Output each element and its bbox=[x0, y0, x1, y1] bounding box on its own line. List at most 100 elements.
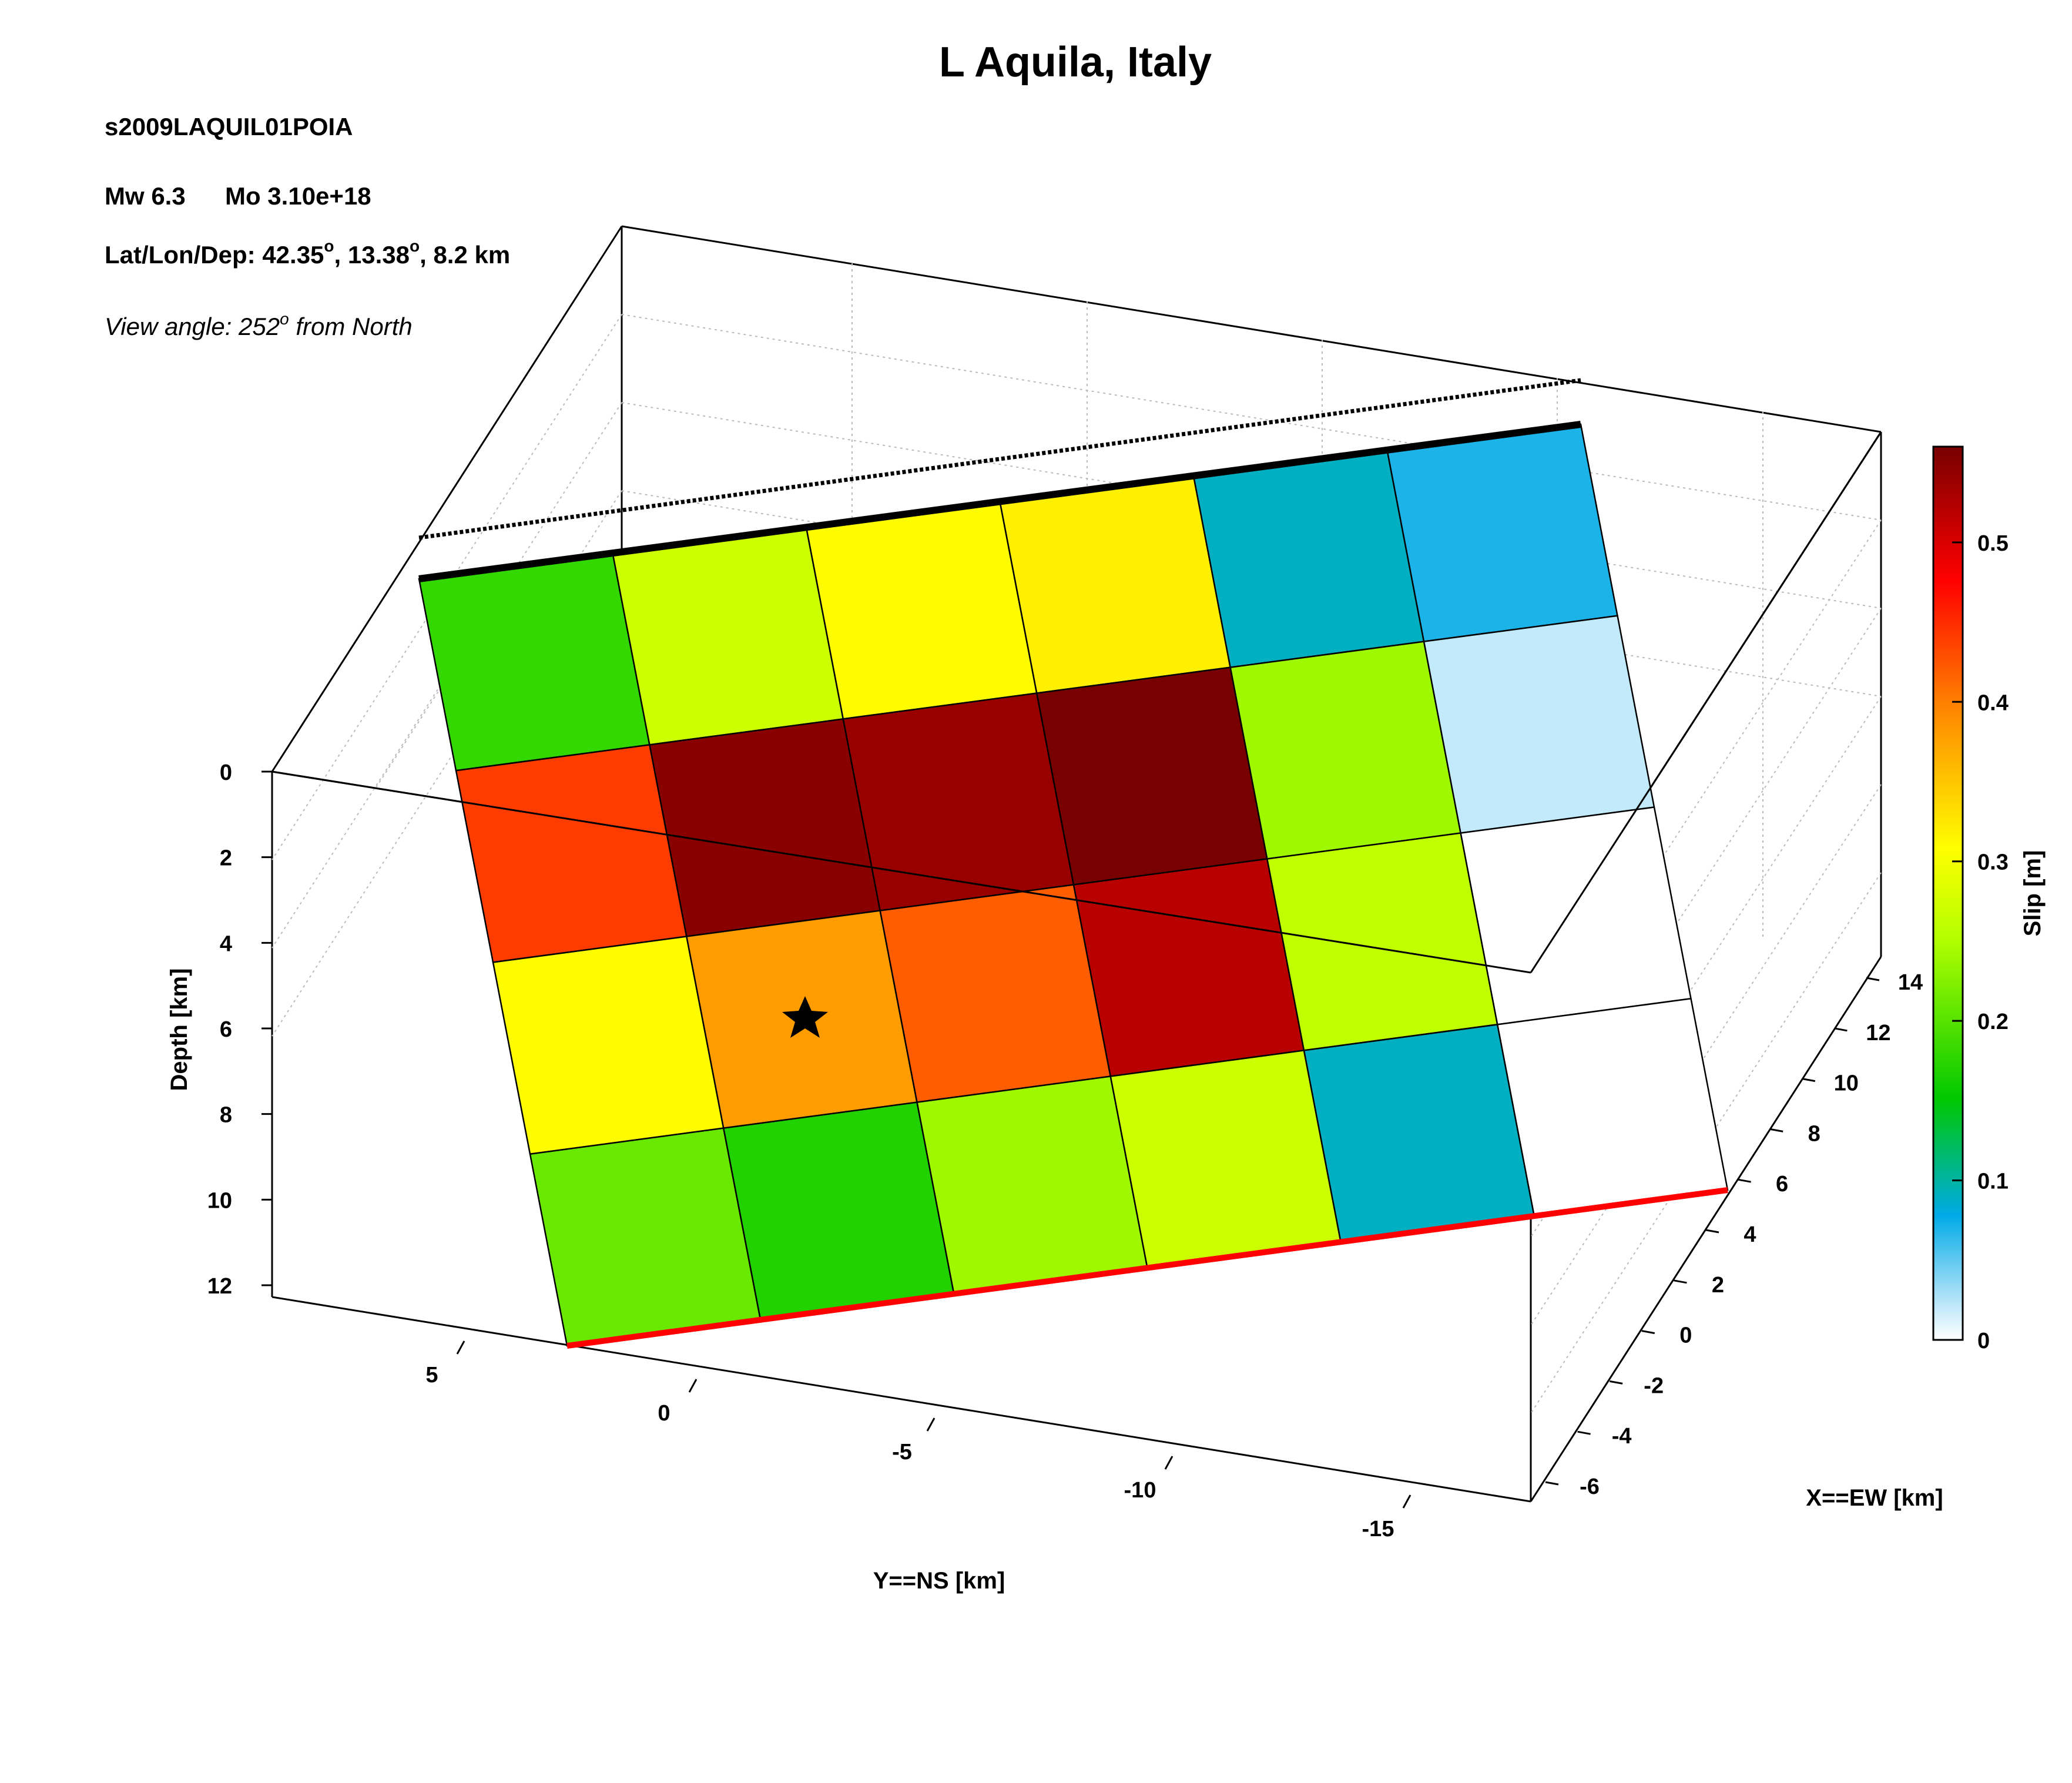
ew-tick-label: -4 bbox=[1612, 1424, 1632, 1449]
ew-tick-label: -6 bbox=[1580, 1474, 1600, 1499]
fault-cell bbox=[1072, 858, 1305, 1077]
lon-degree: o bbox=[410, 237, 420, 255]
ns-axis-label: Y==NS [km] bbox=[873, 1568, 1005, 1594]
fault-cell bbox=[612, 526, 844, 746]
seismic-moment: Mo 3.10e+18 bbox=[225, 182, 371, 210]
fault-cell bbox=[418, 552, 651, 772]
location-sep-2: , bbox=[420, 241, 433, 269]
fault-bottom-edge bbox=[566, 1187, 1728, 1349]
location-line: Lat/Lon/Dep: 42.35o, 13.38o, 8.2 km bbox=[105, 237, 510, 269]
front-box-lines bbox=[271, 431, 1882, 974]
box-edge bbox=[1530, 956, 1882, 1502]
fault-cell bbox=[529, 1127, 762, 1347]
ns-tick-mark bbox=[456, 1340, 465, 1355]
view-angle-prefix: View angle: 252 bbox=[105, 313, 280, 340]
depth-axis-label: Depth [km] bbox=[166, 968, 192, 1091]
ew-axis-label: X==EW [km] bbox=[1806, 1485, 1943, 1511]
ns-tick-mark bbox=[688, 1379, 698, 1393]
fault-cell bbox=[879, 884, 1112, 1103]
ew-tick-mark bbox=[1834, 1027, 1848, 1032]
fault-cell bbox=[805, 501, 1038, 720]
colorbar-tick-label: 0.1 bbox=[1977, 1169, 2009, 1194]
box-edge bbox=[621, 225, 1882, 433]
fault-cell bbox=[842, 692, 1075, 911]
view-angle: View angle: 252o from North bbox=[105, 310, 413, 340]
depth-tick-label: 8 bbox=[220, 1103, 232, 1128]
ew-axis-ticks: -6 -4 -2 02 46 8 10 12 14 bbox=[1545, 970, 1923, 1499]
ew-tick-mark bbox=[1738, 1178, 1751, 1183]
ew-tick-label: 4 bbox=[1744, 1222, 1756, 1247]
ew-tick-mark bbox=[1609, 1380, 1623, 1385]
location-dep: 8.2 km bbox=[433, 241, 510, 269]
event-id: s2009LAQUIL01POIA bbox=[105, 113, 353, 140]
fault-plane bbox=[418, 423, 1729, 1347]
depth-tick-label: 0 bbox=[220, 760, 232, 785]
ew-tick-mark bbox=[1802, 1078, 1816, 1082]
ew-tick-mark bbox=[1545, 1481, 1559, 1486]
hypocenter-star-icon bbox=[782, 996, 828, 1038]
depth-tick-label: 12 bbox=[207, 1274, 232, 1299]
location-lat: 42.35 bbox=[262, 241, 324, 269]
fault-cell bbox=[1460, 806, 1692, 1025]
location-prefix: Lat/Lon/Dep: bbox=[105, 241, 262, 269]
ew-tick-mark bbox=[1705, 1229, 1719, 1234]
ew-tick-label: 2 bbox=[1712, 1273, 1724, 1298]
fault-cell bbox=[1303, 1023, 1535, 1243]
ns-tick-label: -15 bbox=[1362, 1517, 1394, 1541]
fault-cell bbox=[1035, 666, 1268, 886]
fault-cell bbox=[1386, 423, 1618, 643]
colorbar-tick-label: 0.5 bbox=[1977, 531, 2009, 556]
surface-projection bbox=[418, 378, 1581, 540]
ew-tick-label: 6 bbox=[1776, 1172, 1788, 1197]
box-edge bbox=[271, 226, 623, 772]
fault-cell bbox=[999, 475, 1232, 694]
view-angle-suffix: from North bbox=[289, 313, 413, 340]
colorbar-tick-label: 0.4 bbox=[1977, 691, 2009, 715]
fault-cell bbox=[492, 936, 725, 1155]
ns-axis-ticks: 5 0 -5 -10 -15 bbox=[425, 1340, 1411, 1541]
colorbar bbox=[1932, 445, 1964, 1341]
ew-tick-mark bbox=[1866, 977, 1880, 981]
ns-tick-mark bbox=[1402, 1494, 1411, 1509]
ns-tick-label: 5 bbox=[425, 1363, 438, 1387]
ns-tick-label: -10 bbox=[1124, 1478, 1156, 1503]
fault-cell bbox=[1229, 641, 1462, 860]
view-angle-degree: o bbox=[280, 310, 289, 328]
ew-tick-mark bbox=[1641, 1330, 1655, 1335]
colorbar-ticks: 0 0.1 0.2 0.3 0.4 0.5 bbox=[1952, 531, 2009, 1353]
colorbar-label: Slip [m] bbox=[2020, 850, 2046, 937]
ns-tick-label: 0 bbox=[658, 1401, 670, 1426]
ew-tick-label: 8 bbox=[1808, 1121, 1820, 1146]
ew-tick-mark bbox=[1577, 1430, 1591, 1435]
fault-cell bbox=[1266, 832, 1498, 1051]
depth-axis-ticks: 0 2 4 6 8 10 12 bbox=[207, 760, 272, 1299]
ns-tick-mark bbox=[926, 1417, 936, 1432]
ew-tick-label: 12 bbox=[1866, 1021, 1890, 1045]
fault-cell bbox=[722, 1101, 955, 1321]
ew-tick-label: 0 bbox=[1679, 1323, 1692, 1348]
depth-tick-label: 6 bbox=[220, 1017, 232, 1042]
ns-tick-label: -5 bbox=[892, 1440, 912, 1464]
location-sep-1: , bbox=[334, 241, 348, 269]
colorbar-tick-label: 0 bbox=[1977, 1329, 1990, 1353]
fault-cell bbox=[1423, 615, 1655, 834]
colorbar-tick-label: 0.3 bbox=[1977, 850, 2009, 875]
ew-tick-label: 14 bbox=[1898, 970, 1923, 995]
location-lon: 13.38 bbox=[348, 241, 410, 269]
colorbar-tick-label: 0.2 bbox=[1977, 1010, 2009, 1034]
depth-tick-label: 2 bbox=[220, 846, 232, 871]
lat-degree: o bbox=[324, 237, 334, 255]
fault-cell bbox=[1496, 997, 1729, 1217]
ew-tick-mark bbox=[1674, 1279, 1687, 1284]
ew-tick-mark bbox=[1769, 1128, 1783, 1132]
ns-tick-mark bbox=[1164, 1456, 1174, 1470]
box-edge bbox=[271, 1296, 1531, 1503]
fault-cell bbox=[1192, 449, 1425, 668]
fault-cell bbox=[916, 1075, 1148, 1295]
ew-tick-label: 10 bbox=[1834, 1071, 1859, 1096]
depth-tick-label: 4 bbox=[220, 931, 232, 956]
fault-cell bbox=[1109, 1050, 1342, 1269]
depth-tick-label: 10 bbox=[207, 1188, 232, 1213]
moment-magnitude: Mw 6.3 bbox=[105, 182, 186, 210]
